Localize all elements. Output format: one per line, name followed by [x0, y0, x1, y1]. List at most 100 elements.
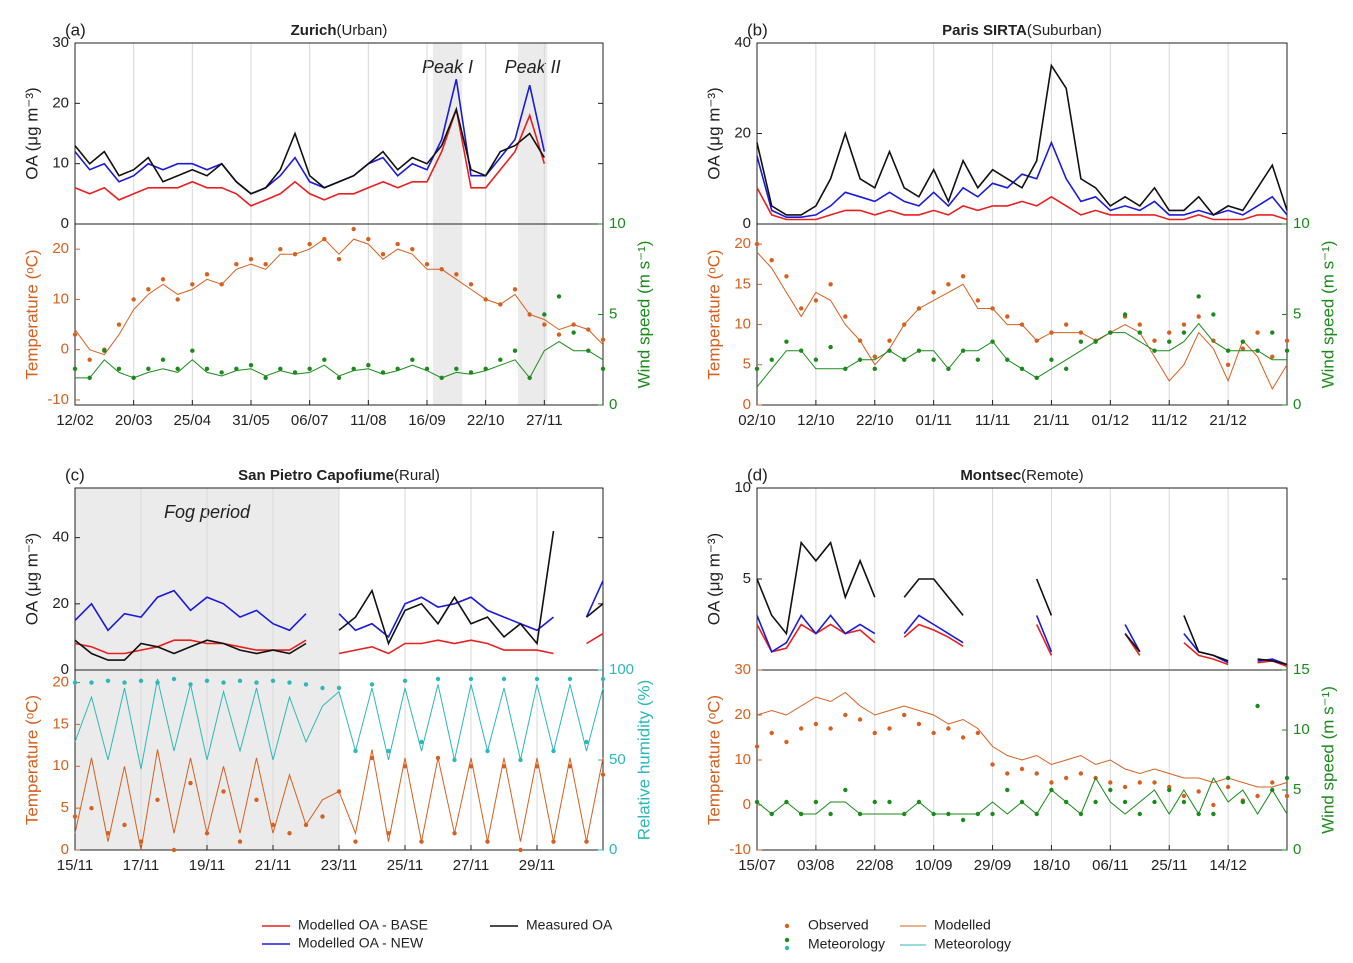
data-point: [72, 332, 78, 337]
series-line: [74, 749, 604, 851]
series-line: [756, 140, 1288, 218]
data-point: [72, 814, 78, 819]
y-tick-label: 30: [734, 661, 751, 678]
data-point: [287, 680, 292, 685]
data-point: [769, 357, 774, 362]
data-point: [1152, 780, 1157, 785]
data-point: [843, 787, 848, 793]
data-point: [1225, 362, 1231, 367]
data-point: [1093, 799, 1098, 805]
y-tick-label: 10: [734, 479, 751, 496]
chart-title: Zurich(Urban): [291, 22, 388, 39]
legend-swatch: [784, 937, 790, 943]
axis-label: Temperature (ᵒC): [704, 249, 723, 379]
data-point: [975, 730, 981, 736]
data-point: [1270, 780, 1275, 785]
data-point: [351, 366, 356, 371]
data-point: [1181, 330, 1187, 335]
series-line: [756, 691, 1288, 788]
data-point: [828, 344, 833, 350]
x-tick-label: 14/12: [1209, 857, 1247, 874]
axis-label: OA (μg m⁻³): [22, 533, 41, 625]
series-line: [756, 540, 1288, 666]
data-point: [902, 712, 907, 718]
axis-label: Temperature (ᵒC): [22, 249, 41, 379]
y2-tick-label: 5: [1293, 305, 1301, 322]
data-point: [887, 338, 892, 343]
axis-label: Temperature (ᵒC): [22, 695, 41, 825]
data-point: [769, 258, 774, 263]
data-point: [784, 739, 789, 745]
panel-label: (d): [747, 465, 768, 484]
x-tick-label: 22/10: [467, 412, 505, 429]
data-point: [1049, 357, 1054, 362]
series-line: [74, 632, 604, 655]
data-point: [369, 682, 375, 687]
x-tick-label: 25/11: [387, 857, 423, 874]
data-point: [542, 312, 547, 317]
title-main: Paris SIRTA: [942, 22, 1027, 39]
data-point: [1152, 799, 1157, 805]
y-tick-label: 5: [743, 570, 751, 587]
legend-label: Observed: [808, 917, 869, 933]
data-point: [322, 357, 327, 362]
data-point: [1284, 793, 1290, 799]
data-point: [320, 685, 325, 691]
data-point: [567, 676, 573, 682]
y-tick-label: 0: [61, 341, 69, 358]
title-main: San Pietro Capofiume: [238, 467, 394, 484]
x-tick-label: 12/10: [797, 412, 835, 429]
data-point: [160, 277, 166, 282]
data-point: [571, 330, 576, 335]
data-point: [72, 680, 78, 685]
y2-tick-label: 5: [609, 305, 617, 322]
data-point: [263, 375, 268, 381]
data-point: [518, 847, 523, 853]
axes-frame: [756, 487, 1288, 671]
data-point: [1167, 339, 1172, 344]
title-sub: (Rural): [394, 467, 440, 484]
chart-title: Montsec(Remote): [960, 467, 1083, 484]
data-point: [990, 811, 995, 817]
y-tick-label: 40: [734, 34, 751, 51]
y-tick-label: 40: [52, 529, 69, 546]
data-point: [1108, 787, 1113, 793]
data-point: [171, 847, 177, 853]
y-tick-label: 0: [61, 661, 69, 678]
data-point: [89, 805, 94, 811]
data-point: [784, 274, 789, 279]
x-tick-label: 10/09: [915, 857, 953, 874]
data-point: [501, 676, 507, 682]
axis-label: OA (μg m⁻³): [704, 87, 723, 179]
data-point: [857, 717, 863, 722]
data-point: [990, 762, 995, 767]
data-point: [395, 241, 400, 247]
data-point: [1122, 312, 1128, 317]
data-point: [1137, 322, 1142, 327]
data-point: [366, 236, 371, 242]
x-tick-label: 18/10: [1033, 857, 1071, 874]
data-point: [102, 348, 107, 353]
data-point: [1181, 793, 1187, 799]
y-tick-label: 10: [734, 316, 751, 333]
data-point: [105, 678, 111, 683]
data-point: [171, 676, 177, 682]
x-tick-label: 29/09: [974, 857, 1012, 874]
y2-tick-label: 0: [1293, 841, 1301, 858]
data-point: [1137, 780, 1142, 785]
x-tick-label: 31/05: [232, 412, 270, 429]
y2-tick-label: 5: [1293, 781, 1301, 798]
title-sub: (Remote): [1021, 467, 1084, 484]
chart-title: San Pietro Capofiume(Rural): [238, 467, 440, 484]
y-tick-label: 20: [52, 240, 69, 257]
data-point: [146, 287, 151, 292]
data-point: [454, 272, 459, 277]
legend-swatch: [784, 945, 790, 951]
x-tick-label: 22/08: [856, 857, 894, 874]
series-line: [756, 251, 1288, 390]
data-point: [424, 262, 430, 267]
data-point: [1137, 330, 1142, 335]
data-point: [769, 730, 774, 736]
data-point: [1063, 322, 1069, 327]
